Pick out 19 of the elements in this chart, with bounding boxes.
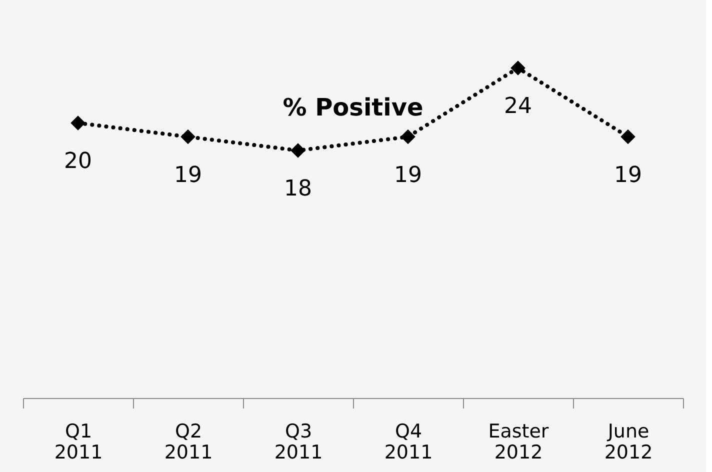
x-tick-label: Q3 2011 xyxy=(274,420,323,464)
point xyxy=(620,129,636,144)
x-tick-label: Easter 2012 xyxy=(488,420,549,464)
x-tick-label: Q1 2011 xyxy=(54,420,103,464)
point xyxy=(290,143,306,158)
point xyxy=(400,129,416,144)
point xyxy=(510,60,526,76)
text: % Positive xyxy=(282,94,424,122)
point xyxy=(180,129,196,144)
point xyxy=(70,116,86,130)
data-label: 19 xyxy=(614,162,642,188)
data-label: 18 xyxy=(284,176,312,202)
x-tick-label: June 2012 xyxy=(604,420,653,464)
x-tick-label: Q4 2011 xyxy=(384,420,433,464)
data-label: 19 xyxy=(394,162,422,188)
data-label: 24 xyxy=(504,94,532,119)
x-tick-label: Q2 2011 xyxy=(164,420,213,464)
data-label: 20 xyxy=(64,149,92,174)
data-label: 19 xyxy=(174,162,202,188)
